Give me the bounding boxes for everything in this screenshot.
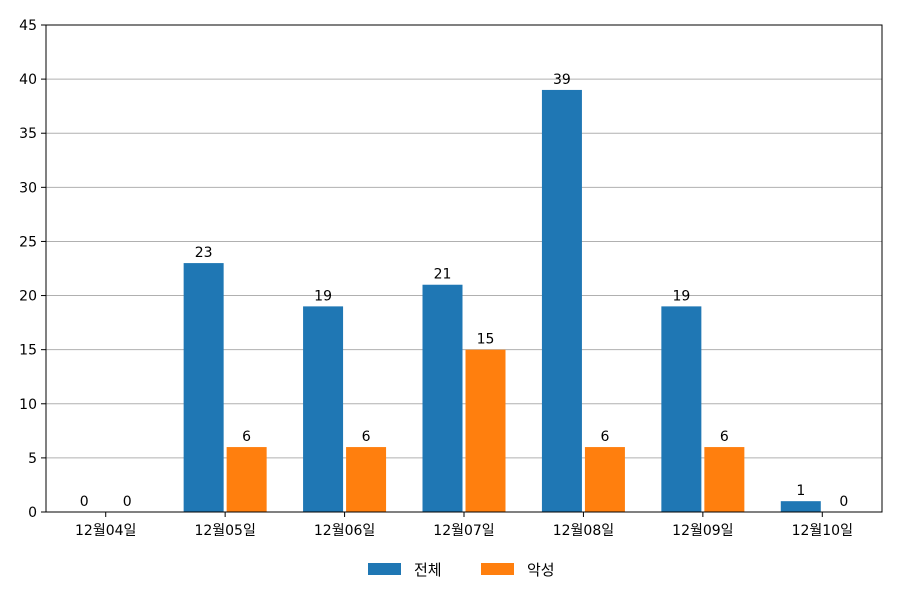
data-label: 39 <box>553 72 571 88</box>
legend-label: 악성 <box>527 561 555 579</box>
data-label: 6 <box>720 429 729 445</box>
y-tick-label: 45 <box>19 18 37 34</box>
bar-malicious <box>704 447 745 512</box>
data-label: 19 <box>672 288 690 304</box>
data-labels: 0 0 23 6 19 6 21 15 39 6 19 6 1 0 <box>80 72 848 510</box>
data-label: 23 <box>195 245 213 261</box>
y-tick-label: 40 <box>19 72 37 88</box>
x-tick-label: 12월10일 <box>792 523 853 539</box>
bar-total <box>780 501 821 512</box>
plot-frame <box>45 24 883 513</box>
data-label: 19 <box>314 288 332 304</box>
bar-total <box>303 306 344 512</box>
data-label: 6 <box>362 429 371 445</box>
bar-malicious <box>465 349 506 512</box>
bar-malicious <box>346 447 387 512</box>
legend-swatch-malicious <box>481 563 514 575</box>
x-tick-label: 12월09일 <box>672 523 733 539</box>
y-tick-label: 30 <box>19 180 37 196</box>
bar-malicious <box>226 447 267 512</box>
y-tick-label: 0 <box>28 505 37 521</box>
y-tick-label: 15 <box>19 343 37 359</box>
x-tick-label: 12월07일 <box>433 523 494 539</box>
data-label: 0 <box>80 494 89 510</box>
bar-total <box>661 306 702 512</box>
bar-total <box>422 284 463 512</box>
bar-malicious <box>584 447 625 512</box>
legend: 전체 악성 <box>368 561 555 579</box>
data-label: 0 <box>123 494 132 510</box>
y-tick-label: 5 <box>28 451 37 467</box>
bar-total <box>541 89 582 512</box>
legend-label: 전체 <box>414 561 442 579</box>
gridlines <box>46 78 882 459</box>
x-tick-label: 12월04일 <box>75 523 136 539</box>
data-label: 1 <box>796 483 805 499</box>
x-tick-label: 12월06일 <box>314 523 375 539</box>
data-label: 6 <box>242 429 251 445</box>
bars <box>183 89 821 512</box>
y-tick-label: 20 <box>19 289 37 305</box>
y-tick-label: 10 <box>19 397 37 413</box>
data-label: 21 <box>434 267 452 283</box>
x-tick-label: 12월05일 <box>194 523 255 539</box>
data-label: 0 <box>839 494 848 510</box>
y-tick-label: 35 <box>19 126 37 142</box>
data-label: 6 <box>600 429 609 445</box>
x-tick-label: 12월08일 <box>553 523 614 539</box>
data-label: 15 <box>477 332 495 348</box>
bar-total <box>183 263 224 512</box>
y-tick-label: 25 <box>19 234 37 250</box>
legend-swatch-total <box>368 563 401 575</box>
